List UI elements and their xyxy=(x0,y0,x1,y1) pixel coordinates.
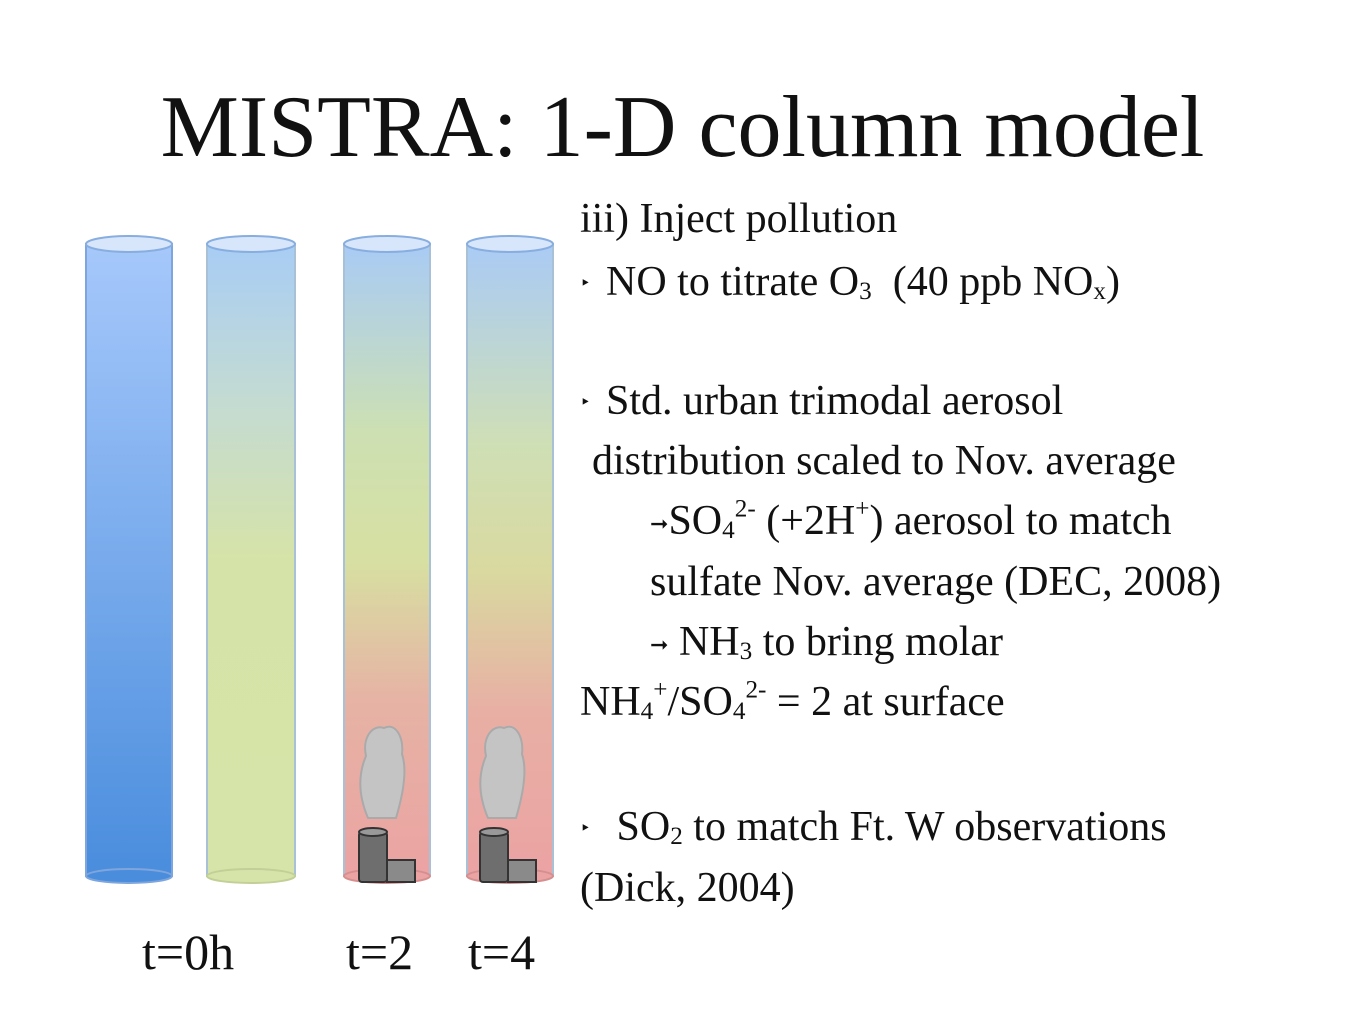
slide-title: MISTRA: 1-D column model xyxy=(160,79,1205,176)
time-label-t2: t=2 xyxy=(346,924,414,980)
bullet-so2: ‣ SO2 to match Ft. W observations xyxy=(580,804,1167,850)
column-diagram xyxy=(85,235,554,884)
step-heading: iii) Inject pollution xyxy=(580,196,898,242)
smokestack-icon xyxy=(358,827,416,883)
bullet-aerosol: ‣ Std. urban trimodal aerosol xyxy=(580,378,1064,424)
sulfate-line: ➞SO42- (+2H+) aerosol to match xyxy=(650,496,1172,555)
right-arrow-icon: ➞ xyxy=(650,631,669,657)
triangle-bullet-icon: ‣ xyxy=(580,817,591,838)
molar-ratio-line: NH4+/SO42- = 2 at surface xyxy=(580,676,1005,725)
smoke-icon xyxy=(479,725,526,819)
aerosol-line2: distribution scaled to Nov. average xyxy=(592,438,1176,484)
triangle-bullet-icon: ‣ xyxy=(580,391,591,412)
right-arrow-icon: ➞ xyxy=(650,510,669,536)
so2-citation: (Dick, 2004) xyxy=(580,865,795,911)
time-label-t0h: t=0h xyxy=(142,924,235,980)
time-label-t4: t=4 xyxy=(468,924,536,980)
smokestack-icon xyxy=(479,827,537,883)
column-t0h xyxy=(85,235,173,884)
column-intermediate xyxy=(206,235,296,884)
sulfate-line2: sulfate Nov. average (DEC, 2008) xyxy=(650,559,1222,605)
column-t2 xyxy=(343,235,431,884)
column-t4 xyxy=(466,235,554,884)
bullet-no-titrate: ‣ NO to titrate O3 (40 ppb NOx) xyxy=(580,259,1120,305)
triangle-bullet-icon: ‣ xyxy=(580,272,591,293)
smoke-icon xyxy=(359,725,406,819)
ammonia-line: ➞ NH3 to bring molar xyxy=(650,618,1003,676)
